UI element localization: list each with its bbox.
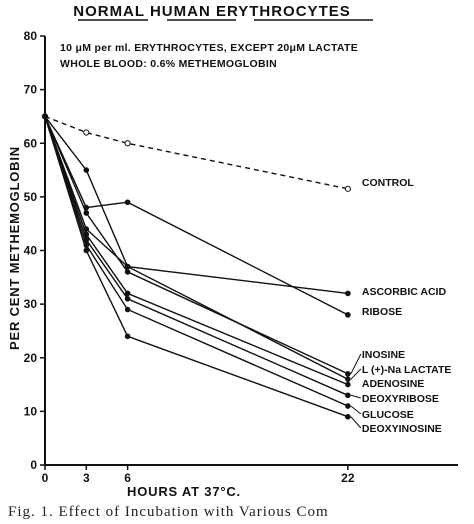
data-point xyxy=(124,263,131,270)
series-line xyxy=(44,115,349,190)
y-axis-label: PER CENT METHEMOGLOBIN xyxy=(7,146,22,350)
series-label-leader xyxy=(350,405,362,415)
series-line xyxy=(44,116,349,380)
data-point xyxy=(345,376,351,383)
y-tick-label: 70 xyxy=(24,83,38,97)
data-point xyxy=(124,199,131,206)
series-line xyxy=(44,115,348,295)
x-tick-label: 0 xyxy=(42,471,49,485)
data-point xyxy=(83,236,90,243)
data-point xyxy=(42,113,48,120)
series-label: DEOXYRIBOSE xyxy=(362,393,439,405)
data-point xyxy=(124,295,131,302)
x-tick-label: 3 xyxy=(83,471,90,485)
y-tick-label: 60 xyxy=(24,136,38,150)
y-tick-label: 0 xyxy=(30,458,37,472)
series-lines xyxy=(44,115,349,418)
data-point xyxy=(124,290,131,297)
chart-note-1: 10 μM per ml. ERYTHROCYTES, EXCEPT 20μM … xyxy=(60,42,358,54)
data-point xyxy=(83,226,90,232)
series-label-leader xyxy=(350,368,362,380)
y-tick-label: 20 xyxy=(24,351,38,365)
series-label: INOSINE xyxy=(362,349,405,361)
data-point xyxy=(83,231,90,238)
axis-ticks: 0 10 20 30 40 50 60 70 80 0 3 6 22 xyxy=(24,29,355,485)
data-point xyxy=(83,129,90,136)
data-point xyxy=(83,210,90,216)
series-label: ASCORBIC ACID xyxy=(362,286,447,298)
data-point xyxy=(345,312,351,318)
series-label-leader xyxy=(350,416,362,429)
data-point xyxy=(124,306,131,313)
chart-title: NORMAL HUMAN ERYTHROCYTES xyxy=(73,3,351,20)
data-point xyxy=(345,381,351,388)
data-point xyxy=(344,185,351,192)
y-tick-label: 10 xyxy=(24,404,38,418)
methemoglobin-chart: NORMAL HUMAN ERYTHROCYTES 10 μM per ml. … xyxy=(7,3,458,499)
data-point xyxy=(345,290,351,297)
data-point xyxy=(124,269,131,275)
series-line xyxy=(44,116,349,316)
series-label: CONTROL xyxy=(362,177,414,189)
series-label: RIBOSE xyxy=(362,306,402,318)
series-label: DEOXYINOSINE xyxy=(362,423,442,435)
data-point xyxy=(345,392,351,399)
x-tick-label: 22 xyxy=(341,471,355,485)
series-label: ADENOSINE xyxy=(362,378,424,390)
data-point xyxy=(345,371,351,377)
data-point xyxy=(83,204,90,211)
series-label: L (+)-Na LACTATE xyxy=(362,364,452,376)
chart-note-2: WHOLE BLOOD: 0.6% METHEMOGLOBIN xyxy=(60,58,277,70)
series-label-leader xyxy=(350,394,361,399)
data-point xyxy=(83,242,90,248)
series-line xyxy=(44,116,349,396)
series-label-leader xyxy=(350,353,362,375)
series-label: GLUCOSE xyxy=(362,409,414,421)
y-tick-label: 30 xyxy=(24,297,38,311)
series-line xyxy=(44,116,349,407)
data-point xyxy=(83,167,90,173)
y-tick-label: 50 xyxy=(24,190,38,204)
data-point xyxy=(83,247,90,254)
series-labels: CONTROL ASCORBIC ACID RIBOSE INOSINE L (+)-N… xyxy=(350,177,452,435)
data-point xyxy=(124,333,131,340)
y-tick-label: 40 xyxy=(24,244,38,258)
data-point xyxy=(345,413,351,420)
data-point xyxy=(345,403,351,409)
figure-caption: Fig. 1. Effect of Incubation with Variou… xyxy=(8,504,329,520)
y-tick-label: 80 xyxy=(24,29,38,43)
x-axis-label: HOURS AT 37°C. xyxy=(127,484,241,499)
series-line xyxy=(44,116,349,418)
x-tick-label: 6 xyxy=(124,471,131,485)
series-points xyxy=(41,113,351,420)
series-line xyxy=(44,116,349,386)
data-point xyxy=(124,140,131,147)
